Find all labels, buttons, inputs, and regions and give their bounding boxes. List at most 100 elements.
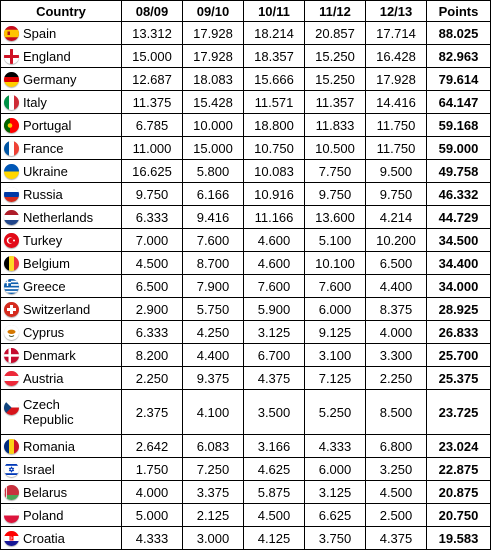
table-row-france: France 11.000 15.000 10.750 10.500 11.750 59.0…: [0, 136, 491, 160]
season-10-11-value: 5.900: [243, 297, 305, 321]
season-12-13-value: 14.416: [365, 90, 427, 114]
country-name: Czech Republic: [23, 397, 74, 427]
portugal-flag-icon: [4, 117, 19, 133]
season-09-10-value: 4.100: [182, 389, 244, 435]
country-name: Austria: [23, 370, 64, 386]
turkey-flag-icon: [4, 232, 19, 248]
season-09-10-value: 10.000: [182, 113, 244, 137]
country-cell: Croatia: [0, 526, 122, 550]
season-08-09-value: 4.500: [121, 251, 183, 275]
belgium-flag-icon: [4, 255, 19, 271]
table-row-austria: Austria 2.250 9.375 4.375 7.125 2.250 25.375: [0, 366, 491, 390]
country-cell: Romania: [0, 434, 122, 458]
country-name: Greece: [23, 278, 66, 294]
switzerland-flag-icon: [4, 301, 19, 317]
italy-flag-icon: [4, 94, 19, 110]
country-name: Germany: [23, 71, 77, 87]
table-row-czech-republic: Czech Republic 2.375 4.100 3.500 5.250 8.500 2…: [0, 389, 491, 435]
netherlands-flag-icon: [4, 209, 19, 225]
country-name: Israel: [23, 461, 55, 477]
points-value: 49.758: [426, 159, 491, 183]
country-name: France: [23, 140, 64, 156]
points-value: 26.833: [426, 320, 491, 344]
points-value: 44.729: [426, 205, 491, 229]
country-cell: Germany: [0, 67, 122, 91]
season-08-09-value: 6.333: [121, 205, 183, 229]
points-value: 20.750: [426, 503, 491, 527]
table-row-turkey: Turkey 7.000 7.600 4.600 5.100 10.200 34.500: [0, 228, 491, 252]
season-08-09-value: 1.750: [121, 457, 183, 481]
country-cell: Ukraine: [0, 159, 122, 183]
season-12-13-value: 4.500: [365, 480, 427, 504]
season-10-11-value: 3.125: [243, 320, 305, 344]
points-value: 59.000: [426, 136, 491, 160]
season-12-13-value: 3.250: [365, 457, 427, 481]
season-09-10-value: 18.083: [182, 67, 244, 91]
romania-flag-icon: [4, 438, 19, 454]
season-12-13-value: 4.375: [365, 526, 427, 550]
spain-flag-icon: [4, 25, 19, 41]
country-cell: Austria: [0, 366, 122, 390]
season-09-10-value: 5.800: [182, 159, 244, 183]
season-10-11-value: 18.214: [243, 21, 305, 45]
season-11-12-value: 20.857: [304, 21, 366, 45]
germany-flag-icon: [4, 71, 19, 87]
points-value: 25.700: [426, 343, 491, 367]
ukraine-flag-icon: [4, 163, 19, 179]
points-value: 22.875: [426, 457, 491, 481]
season-08-09-value: 13.312: [121, 21, 183, 45]
table-row-russia: Russia 9.750 6.166 10.916 9.750 9.750 46.332: [0, 182, 491, 206]
england-flag-icon: [4, 48, 19, 64]
season-10-11-value: 10.750: [243, 136, 305, 160]
points-value: 25.375: [426, 366, 491, 390]
season-10-11-value: 10.916: [243, 182, 305, 206]
country-cell: Poland: [0, 503, 122, 527]
points-value: 23.725: [426, 389, 491, 435]
table-row-belgium: Belgium 4.500 8.700 4.600 10.100 6.500 34.400: [0, 251, 491, 275]
season-08-09-value: 2.375: [121, 389, 183, 435]
table-row-switzerland: Switzerland 2.900 5.750 5.900 6.000 8.375 28.9…: [0, 297, 491, 321]
season-11-12-value: 3.750: [304, 526, 366, 550]
points-value: 64.147: [426, 90, 491, 114]
country-cell: Denmark: [0, 343, 122, 367]
austria-flag-icon: [4, 370, 19, 386]
points-value: 19.583: [426, 526, 491, 550]
header-season-10-11: 10/11: [243, 0, 305, 22]
country-cell: Cyprus: [0, 320, 122, 344]
season-10-11-value: 3.166: [243, 434, 305, 458]
season-12-13-value: 8.500: [365, 389, 427, 435]
country-cell: Turkey: [0, 228, 122, 252]
table-row-spain: Spain 13.312 17.928 18.214 20.857 17.714 88.02…: [0, 21, 491, 45]
season-11-12-value: 6.000: [304, 297, 366, 321]
points-value: 82.963: [426, 44, 491, 68]
season-09-10-value: 8.700: [182, 251, 244, 275]
points-value: 20.875: [426, 480, 491, 504]
season-12-13-value: 9.750: [365, 182, 427, 206]
season-09-10-value: 2.125: [182, 503, 244, 527]
season-11-12-value: 13.600: [304, 205, 366, 229]
table-row-belarus: Belarus 4.000 3.375 5.875 3.125 4.500 20.875: [0, 480, 491, 504]
season-11-12-value: 11.833: [304, 113, 366, 137]
france-flag-icon: [4, 140, 19, 156]
season-10-11-value: 4.600: [243, 251, 305, 275]
season-08-09-value: 4.000: [121, 480, 183, 504]
season-09-10-value: 9.375: [182, 366, 244, 390]
season-10-11-value: 4.625: [243, 457, 305, 481]
country-cell: Israel: [0, 457, 122, 481]
season-10-11-value: 3.500: [243, 389, 305, 435]
country-cell: Belarus: [0, 480, 122, 504]
russia-flag-icon: [4, 186, 19, 202]
season-10-11-value: 7.600: [243, 274, 305, 298]
season-11-12-value: 10.500: [304, 136, 366, 160]
table-row-italy: Italy 11.375 15.428 11.571 11.357 14.416 64.14…: [0, 90, 491, 114]
country-name: Poland: [23, 507, 64, 523]
country-name: England: [23, 48, 71, 64]
season-11-12-value: 15.250: [304, 67, 366, 91]
country-cell: Italy: [0, 90, 122, 114]
season-09-10-value: 9.416: [182, 205, 244, 229]
points-value: 88.025: [426, 21, 491, 45]
points-value: 28.925: [426, 297, 491, 321]
country-name: Russia: [23, 186, 63, 202]
country-cell: Switzerland: [0, 297, 122, 321]
